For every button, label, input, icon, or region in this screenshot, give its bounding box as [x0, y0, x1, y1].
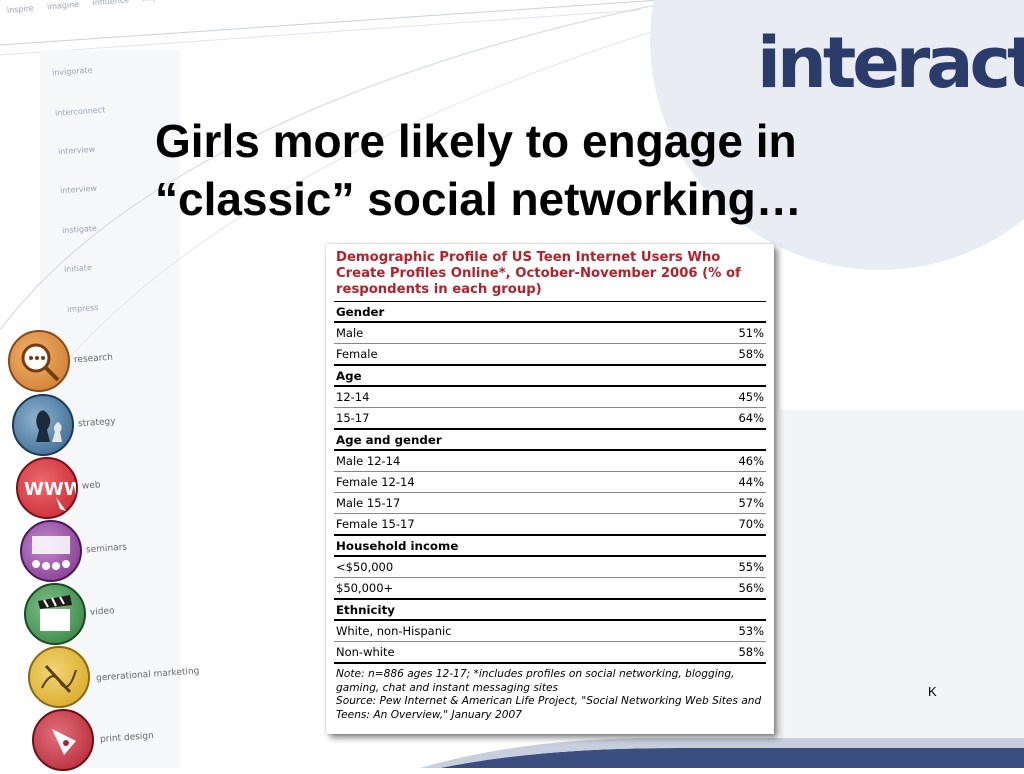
row-label: White, non-Hispanic: [336, 624, 452, 638]
row-value: 45%: [738, 390, 764, 404]
slide-title-line: “classic” social networking…: [155, 173, 802, 225]
row-value: 58%: [738, 347, 764, 361]
top-word: implement: [142, 0, 186, 3]
slide-title: Girls more likely to engage in “classic”…: [155, 112, 915, 228]
row-label: Male 15-17: [336, 496, 401, 510]
row-label: Male 12-14: [336, 454, 401, 468]
top-word: influence: [92, 0, 130, 8]
pen-nib-icon: [32, 709, 94, 771]
clapperboard-icon: [24, 583, 86, 645]
row-value: 58%: [738, 645, 764, 659]
section-heading-label: Age: [336, 369, 362, 383]
table-row: White, non-Hispanic 53%: [334, 621, 766, 642]
row-label: Non-white: [336, 645, 395, 659]
section-heading-label: Gender: [336, 305, 385, 319]
table-row: 12-14 45%: [334, 387, 766, 408]
footer-mark: K: [928, 684, 937, 699]
row-value: 56%: [738, 581, 764, 595]
section-heading: Age: [334, 366, 766, 387]
chess-pieces-icon: [12, 394, 74, 456]
row-label: Male: [336, 326, 364, 340]
arc-word: initiate: [63, 263, 93, 274]
nav-item-label: web: [81, 480, 101, 492]
row-value: 70%: [738, 517, 764, 531]
table-row: Male 51%: [334, 323, 766, 344]
row-label: Female: [336, 347, 378, 361]
table-title: Demographic Profile of US Teen Internet …: [334, 250, 766, 302]
table-row: <$50,000 55%: [334, 557, 766, 578]
table-row: Female 15-17 70%: [334, 514, 766, 536]
section-heading-label: Age and gender: [336, 433, 442, 447]
table-row: Female 12-14 44%: [334, 472, 766, 493]
svg-text:WWW: WWW: [24, 479, 76, 500]
table-note: Note: n=886 ages 12-17; *includes profil…: [334, 664, 766, 722]
table-row: Male 12-14 46%: [334, 451, 766, 472]
row-value: 55%: [738, 560, 764, 574]
row-value: 64%: [738, 411, 764, 425]
row-value: 51%: [738, 326, 764, 340]
www-icon: WWW: [16, 457, 84, 519]
row-label: $50,000+: [336, 581, 394, 595]
row-value: 57%: [738, 496, 764, 510]
section-heading: Household income: [334, 536, 766, 557]
section-heading: Ethnicity: [334, 600, 766, 621]
row-label: Female 15-17: [336, 517, 415, 531]
row-label: 12-14: [336, 390, 370, 404]
row-label: <$50,000: [336, 560, 394, 574]
pencil-sketch-icon: [28, 646, 90, 708]
table-row: Male 15-17 57%: [334, 493, 766, 514]
seminar-icon: [20, 520, 82, 582]
demographic-table-card: Demographic Profile of US Teen Internet …: [326, 244, 774, 734]
row-label: Female 12-14: [336, 475, 415, 489]
nav-item-label: video: [89, 606, 115, 618]
row-label: 15-17: [336, 411, 370, 425]
top-word: imagine: [46, 0, 80, 12]
section-heading-label: Household income: [336, 539, 459, 553]
section-heading: Gender: [334, 302, 766, 323]
table-row: $50,000+ 56%: [334, 578, 766, 600]
row-value: 53%: [738, 624, 764, 638]
table-row: Female 58%: [334, 344, 766, 366]
top-word: inspire: [6, 3, 35, 15]
section-heading: Age and gender: [334, 430, 766, 451]
row-value: 44%: [738, 475, 764, 489]
table-row: 15-17 64%: [334, 408, 766, 430]
row-value: 46%: [738, 454, 764, 468]
table-source-text: Source: Pew Internet & American Life Pro…: [336, 695, 762, 721]
section-heading-label: Ethnicity: [336, 603, 395, 617]
table-note-text: Note: n=886 ages 12-17; *includes profil…: [336, 668, 735, 694]
slide-title-line: Girls more likely to engage in: [155, 115, 797, 167]
interact-logo: interact: [757, 22, 1024, 104]
magnifier-icon: [8, 330, 70, 392]
table-row: Non-white 58%: [334, 642, 766, 664]
